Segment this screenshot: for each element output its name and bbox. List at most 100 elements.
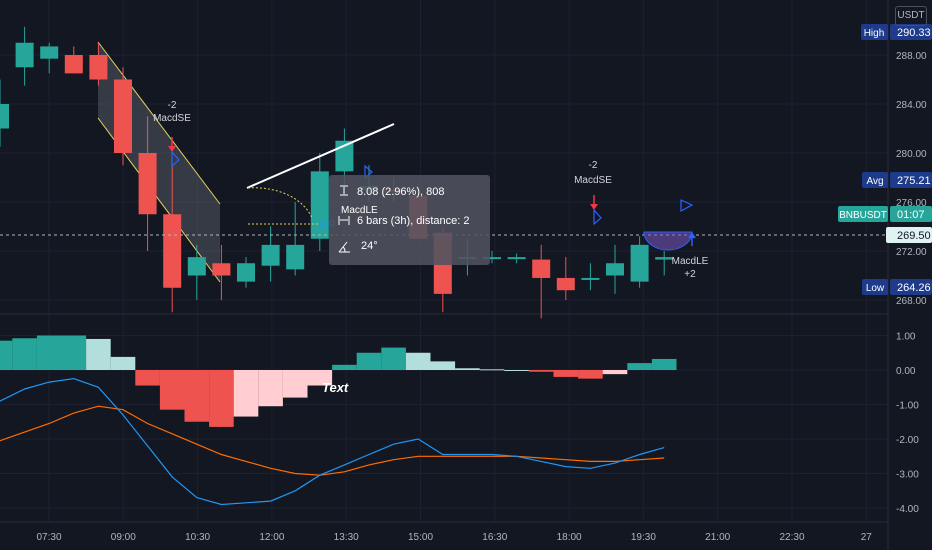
histogram-bar bbox=[307, 370, 333, 386]
indicator-tick-label: -4.00 bbox=[896, 504, 919, 515]
time-tick-label: 21:00 bbox=[705, 532, 730, 543]
svg-text:High: High bbox=[864, 28, 885, 39]
time-tick-label: 18:00 bbox=[557, 532, 582, 543]
arc-value-text: 130 bbox=[318, 219, 335, 230]
histogram-bar bbox=[184, 370, 210, 422]
play-marker-icon bbox=[593, 208, 602, 226]
candle-body[interactable] bbox=[40, 46, 59, 59]
low-badge: Low 264.26 bbox=[862, 279, 932, 295]
short-signal-count: -2 bbox=[168, 100, 177, 111]
up-arrow-icon bbox=[688, 232, 696, 246]
measure-tooltip[interactable]: 8.08 (2.96%), 808 MacdLE 6 bars (3h), di… bbox=[329, 175, 490, 265]
time-tick-label: 13:30 bbox=[334, 532, 359, 543]
candle-body[interactable] bbox=[286, 244, 305, 270]
candle-body[interactable] bbox=[483, 257, 501, 260]
indicator-tick-label: -1.00 bbox=[896, 401, 919, 412]
indicator-axis[interactable]: 1.00 0.00 -1.00 -2.00 -3.00 -4.00 bbox=[896, 332, 919, 516]
strategy-signals[interactable]: -2 MacdSE -2 MacdSE MacdLE +2 bbox=[153, 100, 709, 280]
histogram-bar bbox=[61, 335, 87, 370]
candle-body[interactable] bbox=[0, 104, 9, 129]
histogram-bar bbox=[455, 368, 480, 370]
last-price-badge: 269.50 bbox=[886, 227, 932, 243]
histogram-bar bbox=[553, 370, 579, 377]
avg-badge: Avg 275.21 bbox=[862, 172, 932, 188]
histogram-bar bbox=[602, 370, 628, 375]
candle-body[interactable] bbox=[89, 55, 108, 80]
time-tick-label: 07:30 bbox=[36, 532, 61, 543]
histogram-bar bbox=[282, 370, 308, 398]
histogram-bar bbox=[258, 370, 283, 407]
price-tick-label: 284.00 bbox=[896, 100, 927, 111]
low-value: 264.26 bbox=[897, 282, 931, 294]
price-tick-label: 268.00 bbox=[896, 296, 927, 307]
candle-body[interactable] bbox=[138, 153, 157, 215]
trend-angle-drawing[interactable]: 130 bbox=[247, 187, 335, 230]
candle-body[interactable] bbox=[261, 244, 280, 266]
histogram-bar bbox=[0, 340, 13, 370]
candle-body[interactable] bbox=[212, 263, 231, 276]
down-arrow-icon bbox=[590, 195, 598, 210]
candle-body[interactable] bbox=[163, 214, 182, 288]
candle-body[interactable] bbox=[606, 263, 624, 276]
histogram-bar bbox=[36, 335, 62, 370]
indicator-tick-label: -3.00 bbox=[896, 470, 919, 481]
candle-body[interactable] bbox=[655, 257, 674, 260]
short-signal-count: -2 bbox=[589, 160, 598, 171]
high-badge: High 290.33 bbox=[861, 24, 932, 40]
play-marker-icon bbox=[171, 150, 180, 168]
histogram-bar bbox=[504, 370, 529, 371]
histogram-bar bbox=[110, 356, 136, 370]
histogram-bar bbox=[12, 338, 37, 370]
currency-button[interactable]: USDT bbox=[895, 6, 927, 26]
histogram-bar bbox=[86, 338, 111, 370]
price-tick-label: 288.00 bbox=[896, 51, 927, 62]
time-tick-label: 12:00 bbox=[259, 532, 284, 543]
svg-text:Avg: Avg bbox=[866, 176, 883, 187]
candle-body[interactable] bbox=[187, 257, 206, 276]
tooltip-angle: 24° bbox=[361, 240, 378, 252]
play-marker-icon[interactable] bbox=[680, 199, 694, 213]
time-tick-label: 10:30 bbox=[185, 532, 210, 543]
histogram-bar bbox=[651, 358, 677, 370]
macd-signal-line[interactable] bbox=[0, 405, 665, 476]
price-range-icon bbox=[340, 185, 348, 196]
time-tick-label: 27 bbox=[861, 532, 873, 543]
bar-countdown: 01:07 bbox=[897, 209, 925, 221]
time-tick-label: 19:30 bbox=[631, 532, 656, 543]
time-tick-label: 15:00 bbox=[408, 532, 433, 543]
histogram-bar bbox=[233, 370, 259, 417]
time-axis[interactable]: 07:30 09:00 10:30 12:00 13:30 15:00 16:30 18:00… bbox=[36, 532, 872, 543]
time-tick-label: 22:30 bbox=[779, 532, 804, 543]
trend-line-drawing[interactable] bbox=[246, 123, 395, 189]
candle-body[interactable] bbox=[507, 257, 526, 260]
time-tick-label: 09:00 bbox=[111, 532, 136, 543]
down-arrow-icon bbox=[168, 137, 176, 152]
candle-body[interactable] bbox=[581, 277, 600, 280]
candle-body[interactable] bbox=[237, 263, 255, 282]
candle-body[interactable] bbox=[114, 79, 132, 154]
candle-body[interactable] bbox=[532, 259, 551, 278]
histogram-bar bbox=[528, 370, 554, 372]
price-tick-label: 280.00 bbox=[896, 149, 927, 160]
long-signal-name: MacdLE bbox=[341, 205, 378, 216]
candle-body[interactable] bbox=[630, 244, 649, 282]
text-note-drawing[interactable]: Text bbox=[322, 380, 349, 395]
symbol-name: BNBUSDT bbox=[839, 210, 887, 221]
price-axis[interactable]: 288.00 284.00 280.00 276.00 272.00 268.00 bbox=[896, 51, 927, 307]
indicator-tick-label: 0.00 bbox=[896, 366, 916, 377]
candle-body[interactable] bbox=[15, 42, 34, 68]
histogram-bar bbox=[578, 370, 603, 379]
histogram-bar bbox=[405, 352, 431, 370]
candle-body[interactable] bbox=[556, 277, 575, 291]
histogram-bar bbox=[479, 369, 505, 371]
tooltip-bars-distance: 6 bars (3h), distance: 2 bbox=[357, 215, 470, 227]
candle-body[interactable] bbox=[310, 171, 329, 239]
candle-body[interactable] bbox=[64, 55, 83, 74]
indicator-tick-label: -2.00 bbox=[896, 435, 919, 446]
macd-line[interactable] bbox=[0, 377, 665, 506]
histogram-bar bbox=[356, 352, 382, 370]
histogram-bar bbox=[430, 361, 456, 370]
macd-histogram bbox=[0, 335, 677, 427]
